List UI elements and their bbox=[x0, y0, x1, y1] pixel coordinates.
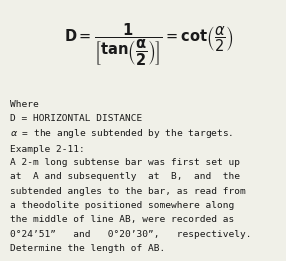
Text: D = HORIZONTAL DISTANCE: D = HORIZONTAL DISTANCE bbox=[10, 114, 142, 122]
Text: at  A and subsequently  at  B,  and  the: at A and subsequently at B, and the bbox=[10, 172, 240, 181]
Text: Determine the length of AB.: Determine the length of AB. bbox=[10, 244, 165, 253]
Text: the middle of line AB, were recorded as: the middle of line AB, were recorded as bbox=[10, 215, 234, 224]
Text: Where: Where bbox=[10, 100, 39, 109]
Text: $\mathit{\alpha}$ = the angle subtended by the targets.: $\mathit{\alpha}$ = the angle subtended … bbox=[10, 127, 233, 140]
Text: $\mathbf{D} = \dfrac{\mathbf{1}}{\mathbf{\left[tan\left(\dfrac{\alpha}{2}\right): $\mathbf{D} = \dfrac{\mathbf{1}}{\mathbf… bbox=[64, 22, 233, 68]
Text: Example 2-11:: Example 2-11: bbox=[10, 145, 85, 154]
Text: A 2-m long subtense bar was first set up: A 2-m long subtense bar was first set up bbox=[10, 158, 240, 167]
Text: 0°24’51”   and   0°20’30”,   respectively.: 0°24’51” and 0°20’30”, respectively. bbox=[10, 230, 251, 239]
Text: a theodolite positioned somewhere along: a theodolite positioned somewhere along bbox=[10, 201, 234, 210]
Text: subtended angles to the bar, as read from: subtended angles to the bar, as read fro… bbox=[10, 187, 246, 195]
